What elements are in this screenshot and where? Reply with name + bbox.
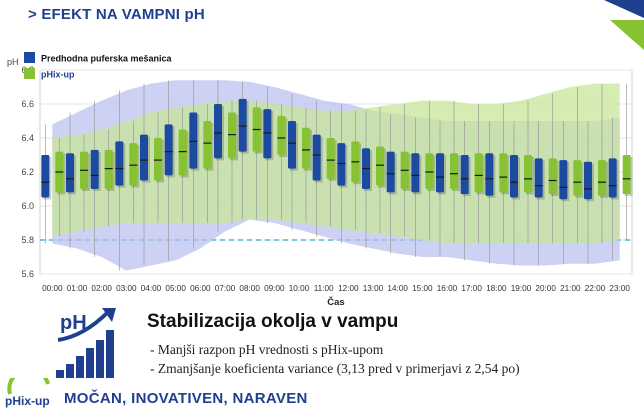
- corner-logo-icon: [604, 0, 644, 50]
- x-tick-label: 20:00: [535, 284, 556, 293]
- x-tick-label: 06:00: [190, 284, 211, 293]
- box-blue-15: [411, 153, 420, 193]
- x-tick-label: 10:00: [289, 284, 310, 293]
- legend-label: pHix-up: [41, 70, 75, 80]
- x-tick-label: 11:00: [314, 284, 334, 293]
- box-blue-2: [90, 149, 99, 189]
- box-blue-18: [485, 153, 494, 196]
- box-green-5: [178, 129, 187, 176]
- ph-icon-label: pH: [60, 312, 87, 334]
- y-tick-label: 5.8: [21, 235, 34, 245]
- x-tick-label: 01:00: [67, 284, 88, 293]
- box-blue-10: [288, 121, 296, 169]
- box-blue-17: [460, 155, 469, 195]
- box-green-7: [228, 112, 236, 159]
- box-green-19: [524, 155, 532, 193]
- chart-legend: Predhodna puferska mešanica pHix-up: [24, 52, 173, 80]
- y-axis: 5.65.86.06.26.46.66.8pH: [7, 57, 34, 279]
- ph-chart: 5.65.86.06.26.46.66.8pH 00:0001:0002:000…: [7, 52, 633, 308]
- box-blue-19: [510, 155, 518, 198]
- box-green-16: [450, 153, 458, 189]
- box-blue-6: [189, 112, 198, 169]
- x-tick-label: 09:00: [264, 284, 285, 293]
- box-blue-11: [312, 134, 321, 181]
- panel-headline: Stabilizacija okolja v vampu: [147, 311, 399, 332]
- ph-growth-icon: [54, 306, 120, 385]
- y-tick-label: 6.2: [21, 167, 34, 177]
- box-blue-7: [214, 104, 222, 159]
- x-tick-label: 04:00: [141, 284, 162, 293]
- box-blue-21: [559, 160, 568, 200]
- x-axis: 00:00 01:00 02:00 03:00 04:00 05:00 06:00 07:00…: [42, 284, 630, 308]
- x-axis-label: Čas: [327, 296, 344, 308]
- x-tick-label: 14:00: [387, 284, 408, 293]
- bullet-variance: - Zmanjšanje koeficienta variance (3,13 …: [150, 361, 520, 376]
- x-tick-label: 16:00: [437, 284, 458, 293]
- box-blue-23: [608, 158, 617, 198]
- x-tick-label: 23:00: [609, 284, 630, 293]
- legend-label: Predhodna puferska mešanica: [41, 54, 173, 64]
- box-blue-4: [140, 134, 148, 181]
- x-tick-label: 07:00: [215, 284, 236, 293]
- box-blue-12: [337, 143, 346, 186]
- box-blue-5: [164, 124, 173, 176]
- box-green-3: [129, 143, 138, 186]
- box-green-18: [499, 153, 508, 193]
- x-tick-label: 17:00: [461, 284, 482, 293]
- x-tick-label: 13:00: [363, 284, 384, 293]
- box-blue-14: [386, 151, 395, 193]
- box-blue-16: [436, 153, 444, 193]
- x-tick-label: 05:00: [165, 284, 186, 293]
- box-green-22: [598, 160, 606, 196]
- box-green-20: [548, 158, 557, 195]
- box-green-4: [154, 138, 162, 181]
- legend-swatch: [24, 52, 35, 63]
- brand-logo-text: pHix-up: [5, 394, 50, 408]
- box-green-17: [474, 153, 483, 193]
- box-blue-9: [263, 109, 272, 159]
- box-blue-8: [238, 98, 247, 152]
- box-green-6: [203, 121, 212, 169]
- x-tick-label: 08:00: [239, 284, 260, 293]
- chart-boxes: [41, 98, 633, 202]
- box-green-21: [573, 160, 582, 196]
- tagline: MOČAN, INOVATIVEN, NARAVEN: [64, 390, 308, 407]
- bullet-range: - Manjši razpon pH vrednosti s pHix-upom: [150, 342, 384, 357]
- box-blue-1: [66, 153, 74, 193]
- box-blue-3: [115, 141, 124, 186]
- box-green-13: [376, 146, 384, 186]
- y-axis-label: pH: [7, 57, 19, 67]
- x-tick-label: 12:00: [338, 284, 359, 293]
- box-green-9: [277, 115, 286, 155]
- box-blue-0: [41, 155, 50, 198]
- y-tick-label: 6.4: [21, 133, 34, 143]
- y-tick-label: 6.0: [21, 201, 34, 211]
- x-tick-label: 19:00: [511, 284, 532, 293]
- y-tick-label: 5.6: [21, 269, 34, 279]
- x-tick-label: 03:00: [116, 284, 137, 293]
- x-tick-label: 22:00: [585, 284, 606, 293]
- box-blue-22: [584, 161, 592, 200]
- box-green-15: [425, 153, 434, 189]
- x-tick-label: 21:00: [560, 284, 581, 293]
- legend-swatch: [24, 68, 35, 79]
- box-green-2: [104, 149, 113, 189]
- chart-whiskers: [44, 80, 628, 271]
- x-tick-label: 00:00: [42, 284, 63, 293]
- y-tick-label: 6.6: [21, 99, 34, 109]
- box-green-23: [622, 155, 631, 195]
- box-blue-20: [534, 158, 543, 198]
- box-green-10: [302, 127, 310, 169]
- slide-title: > EFEKT NA VAMPNI pH: [28, 6, 205, 23]
- x-tick-label: 15:00: [412, 284, 433, 293]
- box-green-11: [326, 138, 335, 179]
- x-tick-label: 18:00: [486, 284, 507, 293]
- x-tick-label: 02:00: [91, 284, 112, 293]
